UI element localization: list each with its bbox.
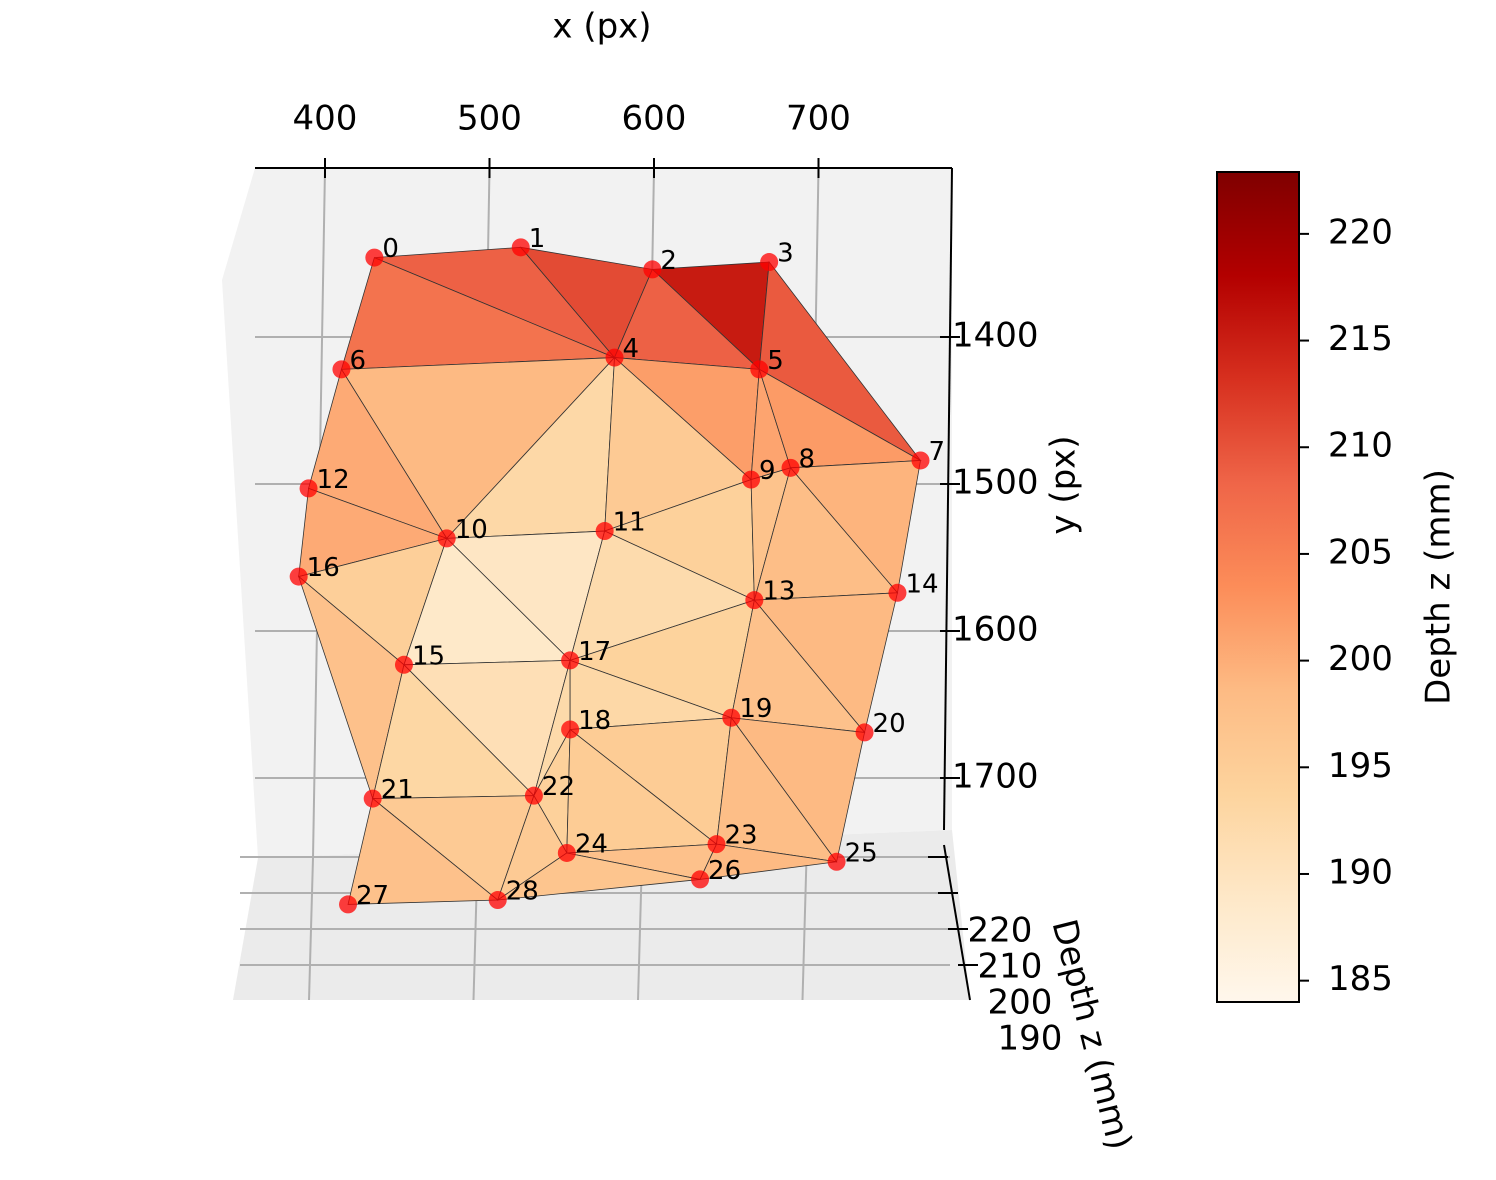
point-label: 8 <box>799 444 816 474</box>
point-label: 17 <box>578 637 611 667</box>
colorbar-tick-label: 185 <box>1328 959 1393 999</box>
point-label: 19 <box>739 694 772 724</box>
point-label: 27 <box>356 881 389 911</box>
colorbar-tick-label: 210 <box>1328 426 1393 466</box>
point-label: 13 <box>762 577 795 607</box>
x-tick-label: 700 <box>786 99 851 139</box>
point <box>488 891 507 910</box>
point <box>745 591 764 610</box>
y-tick-label: 1400 <box>952 316 1039 356</box>
point-label: 21 <box>381 775 414 805</box>
point <box>339 895 358 914</box>
point-label: 3 <box>777 239 794 269</box>
point <box>911 451 930 470</box>
x-label: x (px) <box>552 7 651 47</box>
point-label: 2 <box>660 246 677 276</box>
colorbar-tick-label: 205 <box>1328 532 1393 572</box>
point <box>691 870 710 889</box>
point <box>605 348 624 367</box>
colorbar-tick-label: 220 <box>1328 212 1393 252</box>
point <box>561 720 580 739</box>
point <box>437 529 456 548</box>
point-label: 15 <box>412 641 445 671</box>
point <box>299 479 318 498</box>
point-label: 28 <box>506 877 539 907</box>
colorbar <box>1216 171 1300 1003</box>
point-label: 11 <box>613 508 646 538</box>
point-label: 18 <box>578 706 611 736</box>
x-tick-label: 600 <box>622 99 687 139</box>
colorbar-tick-label: 215 <box>1328 319 1393 359</box>
colorbar-tick-label: 190 <box>1328 852 1393 892</box>
z-tick-label: 190 <box>998 1019 1063 1059</box>
point <box>595 522 614 541</box>
point-label: 14 <box>905 569 938 599</box>
point <box>827 852 846 871</box>
point <box>750 360 769 379</box>
point <box>511 238 530 257</box>
point <box>561 651 580 670</box>
point-label: 22 <box>542 772 575 802</box>
surface-facet <box>497 852 701 901</box>
point <box>524 786 543 805</box>
point <box>363 789 382 808</box>
point <box>557 843 576 862</box>
point-label: 12 <box>317 465 350 495</box>
point <box>722 708 741 727</box>
point <box>781 458 800 477</box>
y-tick-label: 1500 <box>952 463 1039 503</box>
point <box>332 360 351 379</box>
surface-facet <box>699 843 837 880</box>
point-label: 24 <box>575 829 608 859</box>
point-label: 0 <box>382 234 399 264</box>
point <box>742 470 761 489</box>
x-tick-label: 400 <box>293 99 358 139</box>
z-tick-label: 220 <box>968 911 1033 951</box>
point <box>760 253 779 272</box>
z-tick-label: 200 <box>988 983 1053 1023</box>
point <box>643 260 662 279</box>
point-label: 9 <box>759 456 776 486</box>
point <box>289 567 308 586</box>
colorbar-tick-label: 200 <box>1328 639 1393 679</box>
point <box>888 583 907 602</box>
point-label: 1 <box>529 224 546 254</box>
point-label: 26 <box>708 856 741 886</box>
point-label: 10 <box>455 515 488 545</box>
colorbar-label: Depth z (mm) <box>1419 469 1459 705</box>
y-tick-label: 1700 <box>952 757 1039 797</box>
point <box>707 835 726 854</box>
point-label: 6 <box>349 346 366 376</box>
z-tick-label: 210 <box>978 947 1043 987</box>
point <box>394 655 413 674</box>
point-label: 5 <box>767 346 784 376</box>
point-label: 20 <box>873 709 906 739</box>
point <box>855 723 874 742</box>
y-axis <box>943 167 953 831</box>
y-label: y (px) <box>1044 435 1084 534</box>
surface-facet <box>347 797 499 905</box>
point-label: 4 <box>623 334 640 364</box>
point-label: 23 <box>725 821 758 851</box>
y-tick-label: 1600 <box>952 610 1039 650</box>
point-label: 16 <box>307 553 340 583</box>
z-axis <box>943 844 971 1001</box>
point-label: 7 <box>928 437 945 467</box>
point-label: 25 <box>845 838 878 868</box>
colorbar-tick-label: 195 <box>1328 746 1393 786</box>
x-tick-label: 500 <box>457 99 522 139</box>
point <box>365 248 384 267</box>
